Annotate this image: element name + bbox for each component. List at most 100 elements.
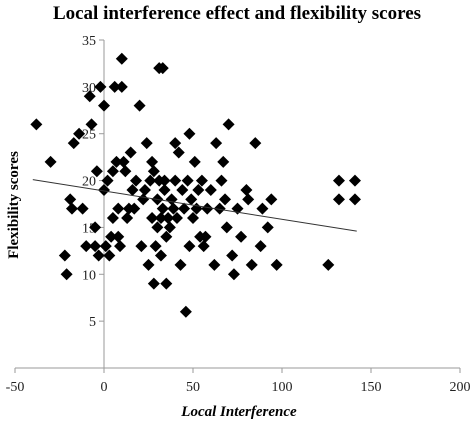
x-tick-label: 50 [186, 380, 200, 395]
data-point [201, 202, 214, 215]
data-point [115, 80, 128, 93]
data-point [332, 193, 345, 206]
data-point [110, 155, 123, 168]
data-point [165, 193, 178, 206]
data-point [94, 80, 107, 93]
data-point [156, 62, 169, 75]
data-point [60, 268, 73, 281]
data-point [151, 221, 164, 234]
data-point [154, 249, 167, 262]
data-point [270, 258, 283, 271]
data-point [188, 155, 201, 168]
data-point [242, 193, 255, 206]
data-point [92, 249, 105, 262]
data-point [208, 258, 221, 271]
data-point [119, 165, 132, 178]
data-point [348, 174, 361, 187]
data-point [76, 202, 89, 215]
data-point [322, 258, 335, 271]
data-point [146, 155, 159, 168]
data-point [160, 230, 173, 243]
data-point [158, 174, 171, 187]
data-point [172, 146, 185, 159]
x-tick-labels: -50 0 50 100 150 200 [6, 368, 471, 395]
data-point [135, 240, 148, 253]
data-point [67, 137, 80, 150]
data-point [261, 221, 274, 234]
data-point [222, 118, 235, 131]
x-tick-label: 200 [450, 380, 471, 395]
data-point [106, 165, 119, 178]
data-point [156, 202, 169, 215]
data-point [160, 277, 173, 290]
data-point [163, 221, 176, 234]
y-tick-label: 10 [82, 268, 96, 283]
y-tick-label: 20 [82, 175, 96, 190]
data-point [179, 305, 192, 318]
data-point [169, 137, 182, 150]
data-point [112, 230, 125, 243]
data-point [154, 212, 167, 225]
data-point [30, 118, 43, 131]
data-point [219, 193, 232, 206]
data-point [176, 183, 189, 196]
data-point [137, 193, 150, 206]
data-point [58, 249, 71, 262]
data-point [89, 221, 102, 234]
data-point [98, 183, 110, 196]
data-point [44, 155, 57, 168]
y-axis-label: Flexibility scores [6, 151, 22, 259]
data-point [114, 240, 127, 253]
data-point [332, 174, 345, 187]
data-point [169, 174, 182, 187]
data-point [226, 249, 239, 262]
y-tick-label: 35 [82, 34, 96, 49]
data-point [185, 193, 198, 206]
data-point [181, 174, 194, 187]
data-point [217, 155, 230, 168]
data-point [101, 174, 114, 187]
data-point [265, 193, 278, 206]
data-point [245, 258, 258, 271]
data-point [133, 99, 146, 112]
data-point [130, 174, 143, 187]
data-point [112, 202, 125, 215]
data-point [227, 268, 240, 281]
data-point [103, 249, 116, 262]
data-point [192, 183, 205, 196]
data-point [199, 230, 212, 243]
data-point [80, 240, 93, 253]
data-point [90, 165, 103, 178]
data-point [117, 155, 130, 168]
data-point [144, 174, 157, 187]
data-point [121, 212, 134, 225]
y-tick-label: 25 [82, 128, 96, 143]
x-tick-label: 0 [101, 380, 108, 395]
data-point [147, 165, 160, 178]
data-point [348, 193, 361, 206]
data-point [140, 137, 153, 150]
data-point [195, 174, 208, 187]
data-point [106, 212, 119, 225]
data-point [64, 193, 77, 206]
data-point [147, 277, 160, 290]
data-point [65, 202, 78, 215]
data-point [89, 240, 102, 253]
x-tick-label: 150 [361, 380, 382, 395]
data-point [220, 221, 233, 234]
x-axis-label: Local Interference [180, 404, 297, 420]
data-point [73, 127, 86, 140]
data-point [149, 240, 162, 253]
data-point [128, 202, 141, 215]
data-point [256, 202, 269, 215]
data-point [126, 183, 139, 196]
data-point [105, 230, 118, 243]
data-point [146, 212, 159, 225]
data-point [240, 183, 253, 196]
y-tick-label: 5 [89, 315, 96, 330]
data-point [213, 202, 226, 215]
data-point [210, 137, 223, 150]
trendline-group [32, 179, 357, 232]
data-point [197, 240, 210, 253]
